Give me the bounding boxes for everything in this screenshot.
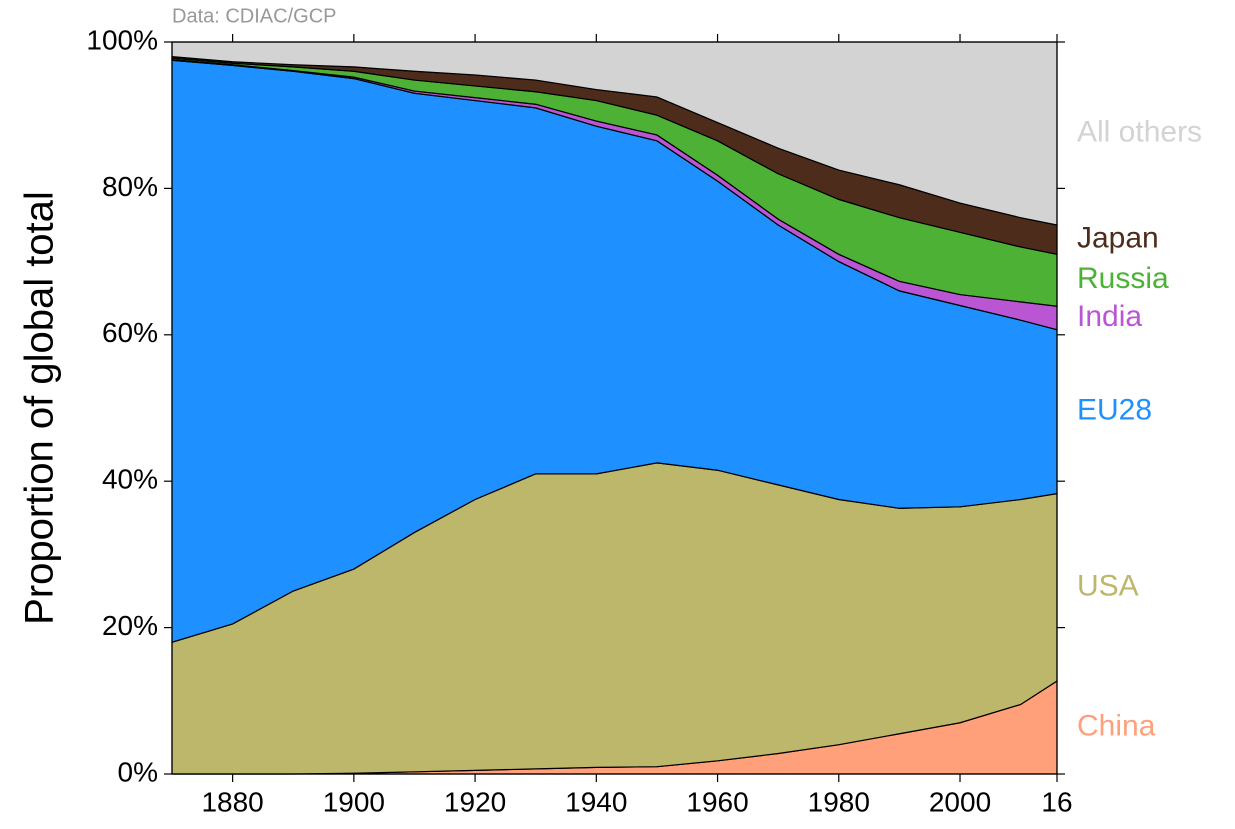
y-tick-label: 0% <box>118 756 158 787</box>
plot-frame <box>171 41 1058 775</box>
x-tick-label: 1940 <box>565 786 627 817</box>
legend-label: EU28 <box>1077 394 1152 427</box>
y-tick-label: 60% <box>102 317 158 348</box>
legend-label: Japan <box>1077 222 1159 255</box>
x-tick-label: 1880 <box>201 786 263 817</box>
x-tick-label: 1980 <box>808 786 870 817</box>
y-tick-label: 100% <box>86 24 158 55</box>
x-tick-label: 2000 <box>929 786 991 817</box>
y-tick-label: 80% <box>102 171 158 202</box>
x-tick-label: 1960 <box>686 786 748 817</box>
x-tick-label: 16 <box>1041 786 1072 817</box>
source: Data: CDIAC/GCP <box>172 5 336 27</box>
legend-label: Russia <box>1077 262 1169 295</box>
legend-label: All others <box>1077 115 1202 148</box>
x-tick-label: 1900 <box>323 786 385 817</box>
y-tick-label: 20% <box>102 610 158 641</box>
y-tick-label: 40% <box>102 464 158 495</box>
legend-label: China <box>1077 709 1156 742</box>
y-axis-label: Proportion of global total <box>18 191 62 625</box>
legend-label: India <box>1077 300 1142 333</box>
x-tick-label: 1920 <box>444 786 506 817</box>
legend-label: USA <box>1077 569 1139 602</box>
